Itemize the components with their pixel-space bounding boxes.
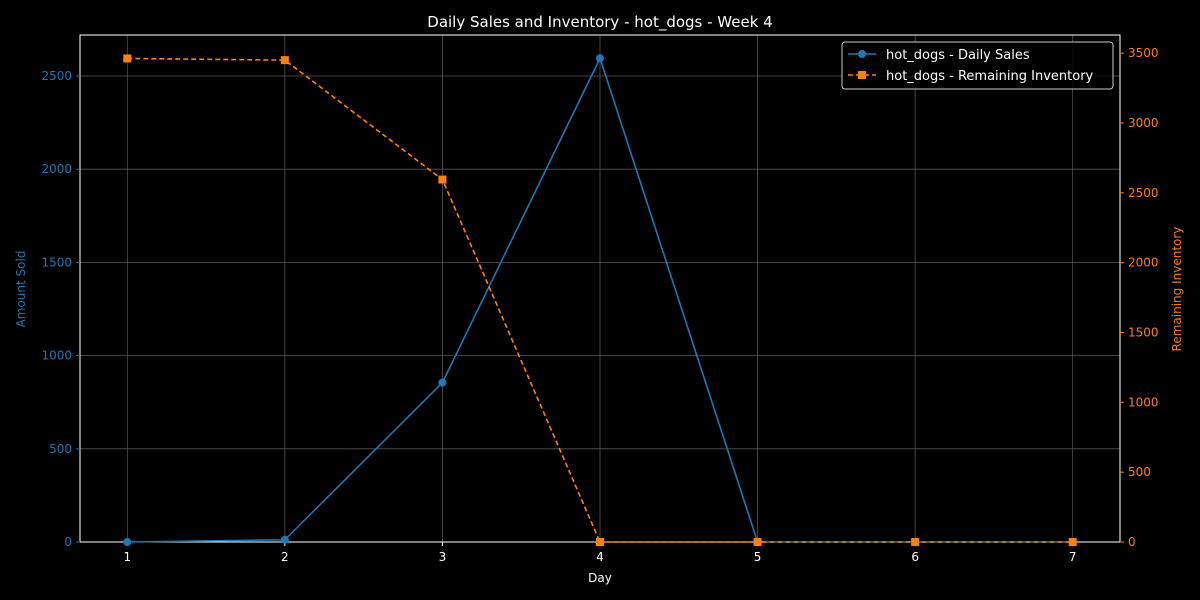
y-axis-left-label: Amount Sold — [14, 251, 28, 328]
x-tick-label: 4 — [596, 550, 604, 564]
y-right-tick-label: 3500 — [1128, 46, 1159, 60]
y-axis-left: 0 500 1000 1500 2000 2500 — [41, 69, 80, 549]
x-axis-label: Day — [588, 571, 612, 585]
y-left-tick-label: 1000 — [41, 349, 72, 363]
x-tick-label: 3 — [439, 550, 447, 564]
legend-box — [841, 41, 1114, 90]
y-right-tick-label: 500 — [1128, 465, 1151, 479]
x-tick-label: 6 — [911, 550, 919, 564]
legend-label-daily-sales: hot_dogs - Daily Sales — [886, 48, 1030, 63]
data-point-hot-dogs-daily-sales — [280, 535, 289, 544]
x-tick-label: 5 — [754, 550, 762, 564]
series-layer — [123, 54, 1077, 546]
x-tick-label: 2 — [281, 550, 289, 564]
y-right-tick-label: 1500 — [1128, 325, 1159, 339]
data-point-hot-dogs-remaining-inventory — [911, 538, 920, 546]
y-left-tick-label: 1500 — [41, 255, 72, 269]
data-point-hot-dogs-remaining-inventory — [438, 175, 447, 184]
y-right-tick-label: 2000 — [1128, 256, 1159, 270]
data-point-hot-dogs-remaining-inventory — [753, 538, 762, 546]
y-left-tick-label: 2000 — [41, 162, 72, 176]
legend-marker-remaining-inventory — [858, 71, 866, 79]
y-left-tick-label: 2500 — [41, 69, 72, 83]
chart-title: Daily Sales and Inventory - hot_dogs - W… — [427, 13, 772, 32]
legend: hot_dogs - Daily Sales hot_dogs - Remain… — [841, 41, 1114, 90]
y-right-tick-label: 3000 — [1128, 116, 1159, 130]
y-right-tick-label: 2500 — [1128, 186, 1159, 200]
data-point-hot-dogs-daily-sales — [596, 54, 604, 63]
y-axis-right: 0 500 1000 1500 2000 2500 3000 3500 — [1120, 46, 1159, 549]
x-tick-label: 1 — [123, 550, 131, 564]
x-tick-label: 7 — [1069, 550, 1077, 564]
data-point-hot-dogs-remaining-inventory — [1068, 538, 1077, 546]
y-right-tick-label: 1000 — [1128, 395, 1159, 409]
data-point-hot-dogs-remaining-inventory — [123, 54, 132, 63]
data-point-hot-dogs-daily-sales — [438, 378, 447, 387]
legend-label-remaining-inventory: hot_dogs - Remaining Inventory — [886, 69, 1094, 84]
data-point-hot-dogs-remaining-inventory — [280, 56, 289, 65]
data-point-hot-dogs-remaining-inventory — [596, 538, 604, 546]
y-axis-right-label: Remaining Inventory — [1170, 227, 1184, 352]
y-left-tick-label: 500 — [49, 442, 72, 456]
data-point-hot-dogs-daily-sales — [123, 538, 132, 546]
legend-marker-daily-sales — [858, 50, 866, 58]
y-left-tick-label: 0 — [64, 535, 72, 549]
y-right-tick-label: 0 — [1128, 535, 1136, 549]
